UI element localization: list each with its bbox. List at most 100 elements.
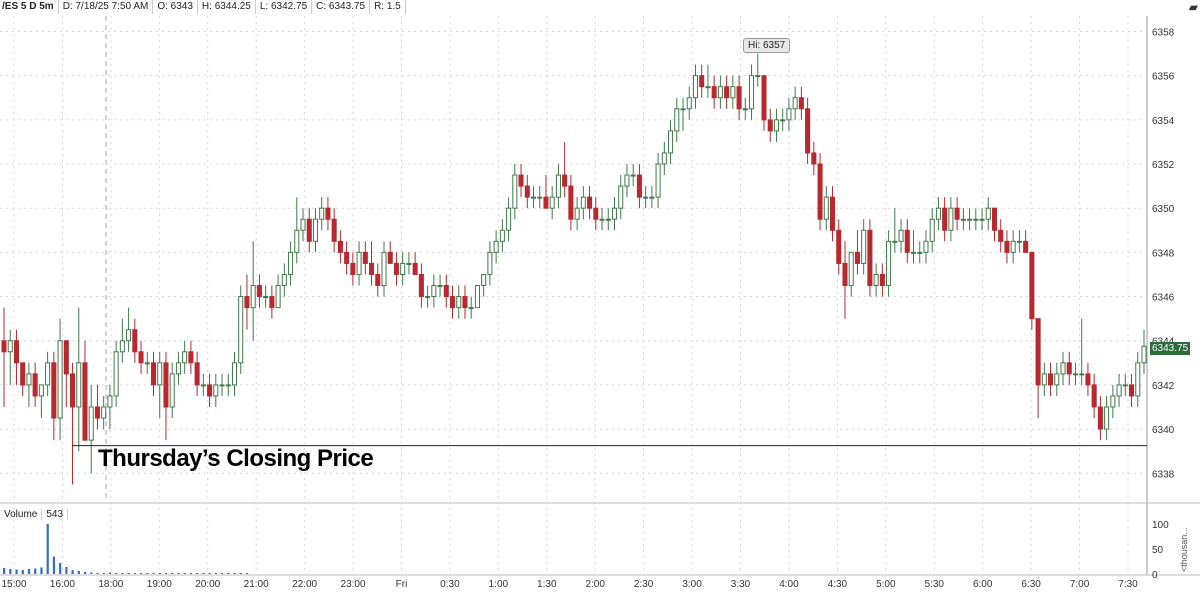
expand-icon[interactable]: ▰ xyxy=(1188,0,1198,14)
volume-bar xyxy=(71,570,74,574)
candle-body xyxy=(294,229,300,253)
candle-body xyxy=(948,207,954,231)
candle-body xyxy=(861,229,867,264)
candle-body xyxy=(904,229,910,253)
candle-body xyxy=(960,218,966,221)
volume-bar xyxy=(83,572,87,574)
candle-body xyxy=(362,251,368,264)
candle-body xyxy=(605,218,611,221)
candle-body xyxy=(917,251,923,254)
candle-body xyxy=(1041,373,1047,386)
y-tick-label: 6350 xyxy=(1152,204,1175,215)
candle-body xyxy=(381,251,387,287)
volume-bar xyxy=(21,570,24,574)
candle-body xyxy=(506,207,512,231)
candle-body xyxy=(1116,384,1122,397)
candle-body xyxy=(562,174,568,187)
candle-body xyxy=(1010,240,1016,253)
candle-body xyxy=(1029,251,1035,320)
candle-body xyxy=(736,86,742,110)
volume-bar xyxy=(140,573,143,574)
x-tick-label: 16:00 xyxy=(50,579,75,590)
candle-body xyxy=(518,174,524,187)
candle-body xyxy=(101,406,107,419)
y-tick-label: 6346 xyxy=(1152,293,1175,304)
x-tick-label: 23:00 xyxy=(341,579,366,590)
candle-body xyxy=(923,240,929,253)
chart-header: /ES 5 D 5m D: 7/18/25 7:50 AM O: 6343 H:… xyxy=(0,0,1200,14)
volume-bar xyxy=(164,573,168,574)
candle-body xyxy=(792,97,798,110)
volume-bar xyxy=(46,524,49,574)
candle-body xyxy=(144,362,150,365)
candle-body xyxy=(300,218,306,231)
volume-bar xyxy=(196,573,199,574)
candle-body xyxy=(406,262,412,265)
candle-body xyxy=(481,273,487,287)
candle-body xyxy=(929,218,935,242)
close-readout: C: 6343.75 xyxy=(312,0,371,14)
candle-body xyxy=(51,362,57,419)
candle-body xyxy=(1023,240,1029,253)
high-readout: H: 6344.25 xyxy=(198,0,256,14)
x-tick-label: 0:30 xyxy=(440,579,460,590)
volume-bar xyxy=(221,573,224,574)
volume-bar xyxy=(115,573,118,574)
candle-body xyxy=(661,152,667,165)
candle-body xyxy=(356,251,362,275)
x-tick-label: 7:30 xyxy=(1118,579,1138,590)
candle-body xyxy=(269,296,275,309)
candle-body xyxy=(150,362,157,386)
candle-body xyxy=(643,196,649,199)
candle-body xyxy=(57,340,63,419)
candle-body xyxy=(499,229,505,242)
candle-body xyxy=(1054,373,1060,386)
candle-body xyxy=(281,273,287,287)
candle-body xyxy=(256,285,262,298)
candle-body xyxy=(88,406,94,441)
volume-bar xyxy=(239,573,242,574)
x-tick-label: 4:30 xyxy=(828,579,848,590)
candle-body xyxy=(13,340,19,364)
candle-body xyxy=(231,362,238,386)
y-tick-label: 6358 xyxy=(1152,27,1175,38)
candle-body xyxy=(967,218,973,221)
volume-bar xyxy=(127,573,130,574)
y-tick-label: 6352 xyxy=(1152,160,1175,171)
symbol-label[interactable]: /ES 5 D 5m xyxy=(0,0,59,14)
x-tick-label: 7:00 xyxy=(1070,579,1090,590)
candle-body xyxy=(244,296,250,309)
candle-body xyxy=(126,329,132,342)
candle-body xyxy=(848,251,854,287)
candle-body xyxy=(369,262,375,275)
x-tick-label: 2:00 xyxy=(585,579,605,590)
candle-body xyxy=(1141,345,1147,364)
x-tick-label: 6:00 xyxy=(973,579,993,590)
candle-body xyxy=(699,75,705,88)
volume-bar xyxy=(121,573,124,574)
candle-body xyxy=(119,340,125,353)
x-tick-label: 19:00 xyxy=(147,579,172,590)
closing-price-annotation: Thursday’s Closing Price xyxy=(98,445,374,472)
x-tick-label: 5:00 xyxy=(876,579,896,590)
volume-bar xyxy=(202,573,205,574)
candle-body xyxy=(910,251,917,254)
candle-body xyxy=(337,240,343,253)
x-tick-label: 21:00 xyxy=(244,579,269,590)
volume-bar xyxy=(40,567,43,574)
candle-body xyxy=(942,207,948,231)
candle-body xyxy=(636,174,642,198)
candle-body xyxy=(892,240,898,243)
candle-body xyxy=(1122,384,1128,387)
range-readout: R: 1.5 xyxy=(370,0,406,14)
last-price-tag: 6343.75 xyxy=(1150,342,1191,355)
candle-body xyxy=(724,86,730,99)
candle-body xyxy=(749,75,755,110)
x-tick-label: 3:30 xyxy=(731,579,751,590)
volume-bar xyxy=(171,573,174,574)
candle-body xyxy=(393,262,399,275)
candle-body xyxy=(76,362,82,408)
candle-body xyxy=(63,340,69,375)
candle-body xyxy=(169,373,175,408)
